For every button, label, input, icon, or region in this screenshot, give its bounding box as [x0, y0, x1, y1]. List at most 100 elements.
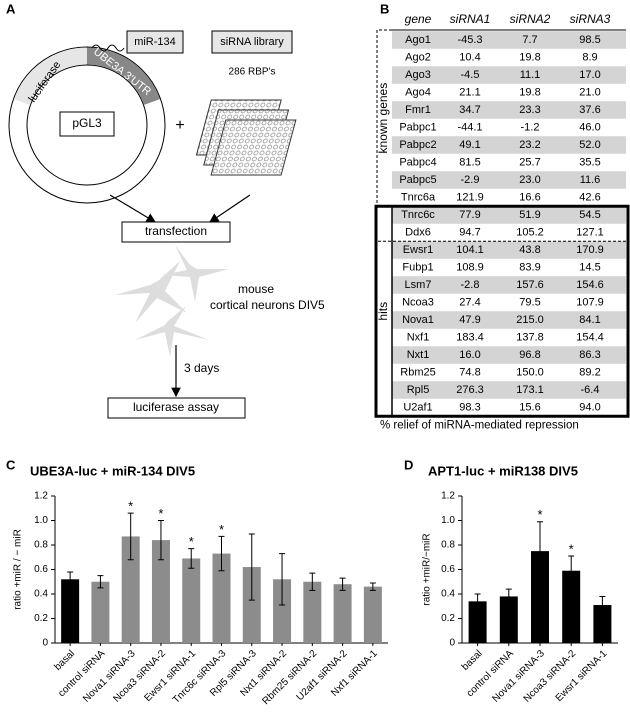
table-cell: Rbm25: [400, 366, 435, 378]
error-bar: [279, 553, 286, 606]
table-cell: 19.8: [519, 51, 540, 63]
panel-b: B gene siRNA1 siRNA2 siRNA3 Ago1 -45.3 7.7 98.5…: [374, 1, 630, 431]
table-cell: Tnrc6a: [401, 191, 436, 203]
table-cell: 15.6: [519, 401, 540, 413]
table-cell: 54.5: [579, 209, 600, 221]
bar: [121, 536, 140, 643]
significance-marker: *: [219, 522, 224, 537]
plasmid-box: [59, 111, 115, 137]
significance-marker: *: [569, 541, 574, 556]
table-cell: 23.2: [519, 139, 540, 151]
table-cell: Tnrc6c: [401, 209, 435, 221]
row-band: [392, 171, 626, 189]
x-tick-label: Tnrc6c siRNA-3: [171, 648, 229, 706]
y-tick-label: 0.4: [34, 589, 48, 600]
known-bracket: [376, 29, 392, 207]
table-cell: Pabpc1: [399, 121, 436, 133]
significance-marker: *: [189, 534, 194, 549]
table-cell: Rpl5: [407, 384, 430, 396]
group-label: known genes: [376, 83, 390, 154]
y-tick-label: 1.0: [34, 515, 48, 526]
table-caption: % relief of miRNA-mediated repression: [380, 419, 579, 431]
table-cell: 183.4: [456, 331, 484, 343]
table-cell: -1.2: [521, 121, 540, 133]
table-cell: 94.0: [579, 401, 600, 413]
table-cell: 276.3: [456, 384, 484, 396]
error-bar: [97, 575, 104, 589]
table-cell: 46.0: [579, 121, 600, 133]
table-cell: Ago1: [405, 34, 431, 46]
table-cell: 94.7: [459, 226, 480, 238]
x-tick-label: Rbm25 siRNA-2: [260, 648, 319, 707]
table-cell: 35.5: [579, 156, 600, 168]
table-cell: -2.9: [461, 174, 480, 186]
y-tick-label: 0.6: [441, 564, 455, 575]
bar: [273, 579, 292, 643]
transfection-label: transfection: [145, 224, 207, 238]
error-bar: [188, 548, 195, 569]
arrow: [209, 194, 251, 223]
table-cell: 157.6: [516, 279, 544, 291]
row-band: [392, 311, 626, 329]
bar: [212, 553, 231, 643]
table-cell: 11.6: [580, 174, 601, 186]
table-cell: 170.9: [576, 244, 604, 256]
table-cell: 121.9: [456, 191, 484, 203]
row-band: [392, 136, 626, 154]
table-cell: 52.0: [579, 139, 600, 151]
y-tick-label: 1.0: [441, 515, 455, 526]
panel-label: C: [6, 457, 16, 472]
error-bar: [474, 593, 481, 610]
table-cell: 89.2: [579, 366, 600, 378]
panel-label: B: [380, 1, 389, 16]
table-cell: 127.1: [576, 226, 604, 238]
table-cell: 11.1: [520, 69, 541, 81]
table-cell: -2.8: [461, 279, 480, 291]
y-tick-label: 0: [449, 638, 455, 649]
table-cell: 98.5: [579, 34, 600, 46]
table-cell: 51.9: [519, 209, 540, 221]
table-cell: 23.3: [519, 104, 540, 116]
table-header: gene: [405, 12, 432, 26]
y-tick-label: 0.2: [34, 613, 48, 624]
row-band: [392, 101, 626, 119]
table-cell: 10.4: [459, 51, 480, 63]
row-band: [392, 31, 626, 49]
bar: [499, 596, 518, 643]
table-cell: Nxt1: [407, 349, 430, 361]
bar: [182, 558, 201, 643]
table-cell: 86.3: [579, 349, 600, 361]
plasmid-label: pGL3: [72, 116, 102, 130]
assay-label: luciferase assay: [133, 400, 219, 414]
error-bar: [309, 572, 316, 591]
table-cell: 81.5: [459, 156, 480, 168]
row-band: [392, 381, 626, 399]
x-tick-label: basal: [460, 648, 485, 673]
table-cell: 96.8: [519, 349, 540, 361]
error-bar: [505, 588, 512, 605]
table-cell: Pabpc4: [399, 156, 436, 168]
table-cell: 7.7: [522, 34, 537, 46]
mirna-hairpin: [91, 44, 125, 52]
row-band: [392, 241, 626, 259]
y-tick-label: 0.6: [34, 564, 48, 575]
table-cell: 19.8: [519, 86, 540, 98]
table-cell: 137.8: [516, 331, 544, 343]
chart-title: UBE3A-luc + miR-134 DIV5: [30, 463, 195, 478]
table-cell: 14.5: [579, 261, 600, 273]
table-cell: Ncoa3: [402, 296, 434, 308]
table-cell: 105.2: [516, 226, 544, 238]
assay-box: [107, 397, 246, 419]
y-tick-label: 0.4: [441, 589, 455, 600]
table-header: siRNA2: [510, 12, 551, 26]
table-cell: Ago2: [405, 51, 431, 63]
table-cell: 83.9: [519, 261, 540, 273]
table-cell: 27.4: [459, 296, 480, 308]
table-cell: 16.0: [459, 349, 480, 361]
table-cell: Pabpc5: [399, 174, 436, 186]
bar: [61, 579, 80, 643]
row-band: [392, 66, 626, 84]
table-cell: 17.0: [579, 69, 600, 81]
table-cell: -44.1: [457, 121, 482, 133]
table-cell: U2af1: [403, 401, 432, 413]
